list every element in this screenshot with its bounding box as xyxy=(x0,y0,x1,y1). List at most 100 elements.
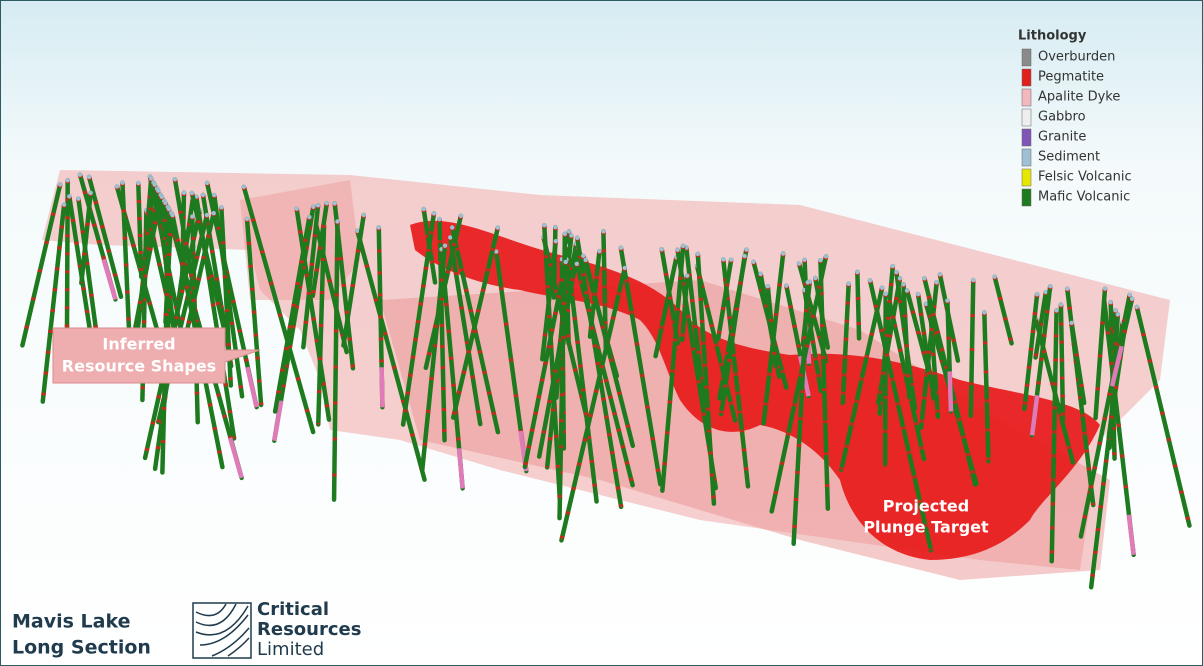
legend-swatch xyxy=(1021,68,1032,87)
collar xyxy=(601,229,606,234)
drill-hole-interval xyxy=(765,285,778,367)
drill-hole-interval xyxy=(376,227,385,408)
collar xyxy=(120,180,125,185)
collar xyxy=(311,204,316,209)
collar xyxy=(562,231,568,237)
collar xyxy=(88,190,93,196)
drill-hole xyxy=(542,223,563,502)
collar xyxy=(211,211,216,216)
collar xyxy=(890,263,896,269)
collar xyxy=(163,200,168,206)
drill-hole xyxy=(331,219,340,502)
collar xyxy=(376,225,381,230)
collar xyxy=(542,223,547,228)
drill-hole-interval xyxy=(301,205,321,348)
drill-hole-interval xyxy=(926,295,941,417)
collar xyxy=(77,172,83,177)
drill-hole xyxy=(131,192,163,341)
collar xyxy=(765,284,770,289)
drill-hole xyxy=(660,243,686,493)
drill-hole xyxy=(982,310,991,464)
collar xyxy=(437,216,442,222)
drill-hole-interval xyxy=(316,225,327,425)
drill-hole xyxy=(1093,286,1108,421)
drill-hole xyxy=(1049,308,1059,564)
drill-hole-interval xyxy=(1058,304,1066,420)
drill-hole xyxy=(818,257,831,511)
collar xyxy=(67,194,72,199)
collar xyxy=(569,233,574,238)
collar xyxy=(200,192,206,198)
collar xyxy=(802,257,807,262)
collar xyxy=(204,212,210,218)
collar xyxy=(1127,292,1132,297)
drill-hole xyxy=(163,210,174,325)
drill-hole xyxy=(769,254,829,514)
collar xyxy=(597,248,602,254)
legend-swatch xyxy=(1021,108,1032,127)
collar xyxy=(431,211,437,216)
collar xyxy=(458,213,464,218)
collar xyxy=(796,261,802,266)
drill-hole xyxy=(901,282,912,400)
drill-hole xyxy=(423,213,464,371)
target-label: Projected xyxy=(883,497,969,516)
collar xyxy=(684,273,690,278)
collar xyxy=(982,310,987,315)
collar xyxy=(361,212,366,218)
pegmatite-body xyxy=(410,220,1100,560)
collar xyxy=(894,269,899,275)
collar xyxy=(1043,289,1049,295)
collar xyxy=(846,281,851,286)
collar xyxy=(57,182,63,187)
drill-hole xyxy=(449,225,501,435)
legend-swatch xyxy=(1021,128,1032,147)
collar xyxy=(495,225,501,230)
collar xyxy=(813,275,818,281)
drill-hole-interval xyxy=(1106,326,1128,438)
drill-hole xyxy=(86,174,124,300)
drill-hole xyxy=(694,263,738,423)
drill-hole-interval xyxy=(840,283,851,403)
legend-title: Lithology xyxy=(1018,29,1087,44)
drill-hole xyxy=(79,190,93,286)
collar xyxy=(190,214,195,219)
drill-hole xyxy=(653,255,679,359)
drill-hole xyxy=(355,228,427,482)
collar xyxy=(332,201,337,206)
collar xyxy=(622,265,628,271)
drill-hole xyxy=(561,231,568,346)
collar xyxy=(784,283,789,288)
logo-text: Critical xyxy=(257,599,329,620)
drill-hole-interval xyxy=(1108,302,1117,459)
collar xyxy=(241,184,247,190)
collar xyxy=(945,298,950,303)
drill-hole xyxy=(882,291,888,467)
collar xyxy=(294,206,299,211)
collar xyxy=(1108,299,1113,305)
collar xyxy=(1113,308,1118,313)
drill-hole-interval xyxy=(120,182,133,353)
drill-hole xyxy=(136,180,144,280)
collar xyxy=(695,251,701,257)
collar xyxy=(553,224,558,230)
collar xyxy=(189,190,195,196)
collar xyxy=(307,214,312,220)
collar xyxy=(553,238,559,244)
collar xyxy=(1129,296,1135,302)
drill-hole-interval xyxy=(923,303,979,485)
drill-hole-interval xyxy=(227,437,244,479)
drill-hole xyxy=(536,245,581,459)
drill-hole-interval xyxy=(133,182,156,350)
drill-hole-interval xyxy=(272,400,284,442)
collar xyxy=(181,190,187,195)
collar xyxy=(883,291,888,297)
collar xyxy=(76,196,81,201)
collar xyxy=(148,176,154,181)
drill-hole xyxy=(420,243,448,473)
drill-hole xyxy=(968,277,976,419)
collar xyxy=(1054,308,1059,313)
drill-hole xyxy=(1134,304,1192,528)
collar xyxy=(818,258,823,263)
logo-mark xyxy=(192,602,252,659)
